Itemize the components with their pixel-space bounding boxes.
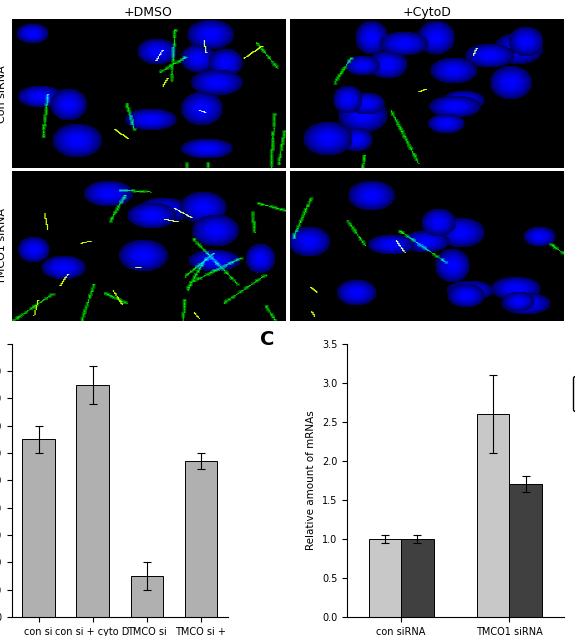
Bar (369, 539, 401, 617)
Bar (22, 439, 55, 617)
Y-axis label: Con siRNA: Con siRNA (0, 65, 7, 123)
Legend: ANKD1, CTGF: ANKD1, CTGF (573, 376, 575, 411)
Title: +CytoD: +CytoD (402, 6, 451, 19)
Title: +DMSO: +DMSO (124, 6, 172, 19)
Text: C: C (260, 330, 275, 349)
Bar (131, 576, 163, 617)
Bar (401, 539, 434, 617)
Bar (477, 414, 509, 617)
Bar (185, 461, 217, 617)
Y-axis label: TMCO1 siRNA: TMCO1 siRNA (0, 208, 7, 284)
Y-axis label: Relative amount of mRNAs: Relative amount of mRNAs (306, 410, 316, 550)
Bar (76, 385, 109, 617)
Bar (509, 484, 542, 617)
